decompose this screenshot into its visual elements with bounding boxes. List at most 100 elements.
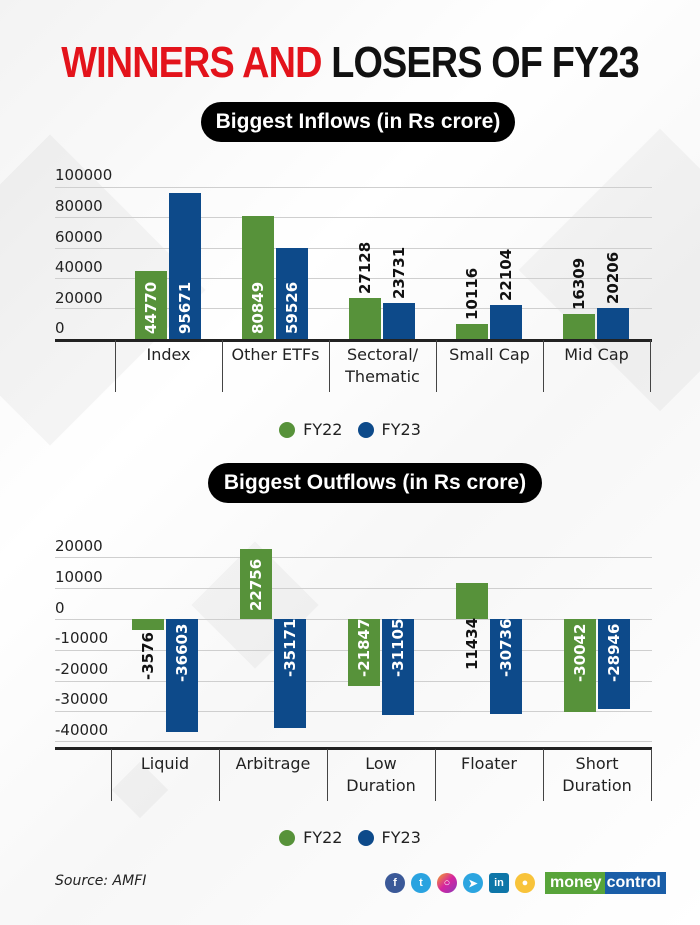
y-tick: -40000 bbox=[55, 721, 109, 739]
bar-low-duration-fy23 bbox=[382, 619, 414, 715]
legend-item-fy23: FY23 bbox=[357, 828, 421, 847]
bar-small-cap-fy23 bbox=[490, 305, 522, 339]
category-divider bbox=[543, 749, 544, 801]
category-label: Index bbox=[146, 345, 191, 364]
telegram-icon[interactable]: ➤ bbox=[463, 873, 483, 893]
bar-low-duration-fy22 bbox=[348, 619, 380, 686]
y-tick: -10000 bbox=[55, 629, 109, 647]
moneycontrol-logo: money control bbox=[545, 872, 666, 894]
category-label: Small Cap bbox=[449, 345, 530, 364]
outflows-legend: FY22 FY23 bbox=[0, 828, 700, 850]
twitter-icon[interactable]: t bbox=[411, 873, 431, 893]
bar-arbitrage-fy22 bbox=[240, 549, 272, 619]
title-black-part: LOSERS OF FY23 bbox=[331, 38, 639, 87]
category-divider bbox=[222, 340, 223, 392]
category-label: Liquid bbox=[140, 754, 190, 773]
value-label: -28946 bbox=[605, 623, 623, 682]
value-label: 80849 bbox=[249, 281, 267, 334]
value-label: 11434 bbox=[463, 617, 481, 670]
value-label: 22104 bbox=[497, 248, 515, 301]
title-red-part: WINNERS AND bbox=[61, 38, 322, 87]
category-divider bbox=[115, 340, 116, 392]
bar-liquid-fy22 bbox=[132, 619, 164, 630]
value-label: -35171 bbox=[281, 618, 299, 677]
bar-sectoral-fy22 bbox=[349, 298, 381, 339]
y-tick: -20000 bbox=[55, 660, 109, 678]
category-divider bbox=[111, 749, 112, 801]
bar-arbitrage-fy23 bbox=[274, 619, 306, 728]
category-divider bbox=[436, 340, 437, 392]
inflows-heading: Biggest Inflows (in Rs crore) bbox=[201, 102, 515, 142]
value-label: 16309 bbox=[570, 257, 588, 310]
y-tick: 20000 bbox=[55, 537, 103, 555]
legend-item-fy22: FY22 bbox=[279, 420, 342, 439]
fy22-dot-icon bbox=[279, 829, 296, 846]
bar-index-fy22 bbox=[135, 271, 167, 339]
value-label: 20206 bbox=[604, 251, 622, 304]
legend-item-fy22: FY22 bbox=[279, 828, 342, 847]
fy23-dot-icon bbox=[357, 829, 374, 846]
bar-short-duration-fy23 bbox=[598, 619, 630, 709]
category-divider bbox=[327, 749, 328, 801]
bar-floater-fy23 bbox=[490, 619, 522, 714]
koo-icon[interactable]: ● bbox=[515, 873, 535, 893]
linkedin-icon[interactable]: in bbox=[489, 873, 509, 893]
category-label: Other ETFs bbox=[231, 345, 320, 364]
value-label: -36603 bbox=[173, 623, 191, 682]
gridline bbox=[55, 217, 652, 218]
x-axis bbox=[55, 747, 652, 750]
bar-index-fy23 bbox=[169, 193, 201, 339]
facebook-icon[interactable]: f bbox=[385, 873, 405, 893]
bar-other-etfs-fy23 bbox=[276, 248, 308, 339]
fy23-dot-icon bbox=[357, 421, 374, 438]
gridline bbox=[55, 741, 652, 742]
value-label: 10116 bbox=[463, 267, 481, 320]
gridline bbox=[55, 711, 652, 712]
gridline bbox=[55, 588, 652, 589]
bar-mid-cap-fy23 bbox=[597, 308, 629, 339]
y-tick: 100000 bbox=[55, 166, 113, 184]
legend-item-fy23: FY23 bbox=[357, 420, 421, 439]
y-tick: 0 bbox=[55, 599, 65, 617]
category-label: Arbitrage bbox=[235, 754, 311, 773]
value-label: -30736 bbox=[497, 618, 515, 677]
bar-floater-fy22 bbox=[456, 583, 488, 619]
social-bar: f t ○ ➤ in ● money control bbox=[385, 872, 666, 894]
y-tick: 40000 bbox=[55, 258, 103, 276]
category-label: Mid Cap bbox=[564, 345, 629, 364]
gridline bbox=[55, 248, 652, 249]
category-divider bbox=[329, 340, 330, 392]
y-tick: 80000 bbox=[55, 197, 103, 215]
value-label: 95671 bbox=[176, 281, 194, 334]
value-label: -30042 bbox=[571, 623, 589, 682]
gridline bbox=[55, 278, 652, 279]
value-label: 23731 bbox=[390, 246, 408, 299]
instagram-icon[interactable]: ○ bbox=[437, 873, 457, 893]
bar-mid-cap-fy22 bbox=[563, 314, 595, 339]
source-note: Source: AMFI bbox=[55, 873, 147, 889]
y-tick: -30000 bbox=[55, 690, 109, 708]
value-label: 44770 bbox=[142, 281, 160, 334]
page-title: WINNERS AND LOSERS OF FY23 bbox=[49, 38, 651, 88]
y-tick: 10000 bbox=[55, 568, 103, 586]
value-label: -3576 bbox=[139, 632, 157, 680]
category-divider bbox=[219, 749, 220, 801]
value-label: -21847 bbox=[355, 618, 373, 677]
value-label: 22756 bbox=[247, 558, 265, 611]
bar-short-duration-fy22 bbox=[564, 619, 596, 712]
category-label: Low Duration bbox=[346, 754, 416, 795]
outflows-heading: Biggest Outflows (in Rs crore) bbox=[208, 463, 542, 503]
category-divider bbox=[543, 340, 544, 392]
y-tick: 20000 bbox=[55, 289, 103, 307]
value-label: -31105 bbox=[389, 618, 407, 677]
inflows-legend: FY22 FY23 bbox=[0, 420, 700, 442]
category-label: Floater bbox=[461, 754, 517, 773]
y-tick: 0 bbox=[55, 319, 65, 337]
bar-other-etfs-fy22 bbox=[242, 216, 274, 339]
value-label: 27128 bbox=[356, 241, 374, 294]
value-label: 59526 bbox=[283, 281, 301, 334]
bar-sectoral-fy23 bbox=[383, 303, 415, 339]
x-axis bbox=[55, 339, 652, 342]
y-tick: 60000 bbox=[55, 228, 103, 246]
fy22-dot-icon bbox=[279, 421, 296, 438]
